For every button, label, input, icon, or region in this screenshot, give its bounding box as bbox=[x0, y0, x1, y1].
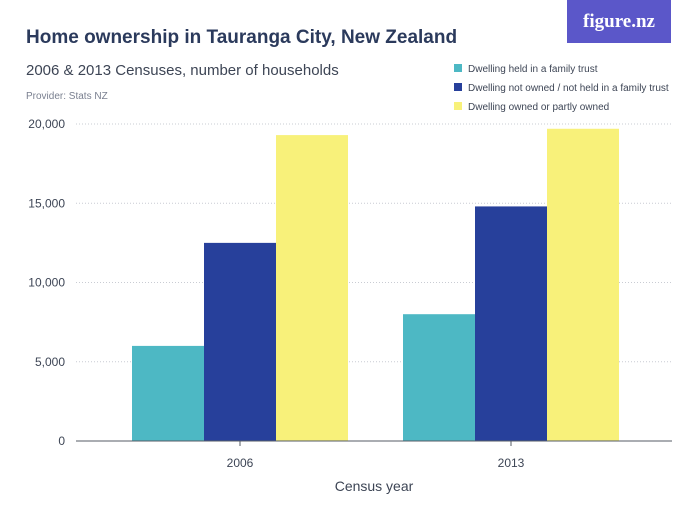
x-tick-label: 2006 bbox=[227, 456, 254, 470]
brand-badge-background bbox=[567, 0, 671, 43]
bar-2006-series-1 bbox=[132, 345, 204, 441]
legend-swatch bbox=[454, 64, 462, 72]
x-axis-title: Census year bbox=[335, 478, 414, 494]
bar-2013-series-2 bbox=[475, 206, 547, 441]
chart-title: Home ownership in Tauranga City, New Zea… bbox=[26, 27, 457, 48]
legend-swatch bbox=[454, 83, 462, 91]
y-tick-label: 5,000 bbox=[35, 355, 65, 369]
legend-entry-label: Dwelling owned or partly owned bbox=[468, 102, 609, 113]
y-tick-label: 15,000 bbox=[28, 196, 65, 210]
brand-badge[interactable]: figure.nz bbox=[567, 0, 671, 43]
x-tick-label: 2013 bbox=[498, 456, 525, 470]
bar-2006-series-3 bbox=[276, 135, 348, 441]
bar-2013-series-1 bbox=[403, 314, 475, 441]
bar-2006-series-2 bbox=[204, 242, 276, 441]
legend-entry-label: Dwelling held in a family trust bbox=[468, 64, 598, 75]
y-tick-label: 20,000 bbox=[28, 117, 65, 131]
data-provider: Provider: Stats NZ bbox=[26, 91, 108, 102]
chart-subtitle: 2006 & 2013 Censuses, number of househol… bbox=[26, 62, 339, 79]
y-tick-label: 10,000 bbox=[28, 276, 65, 290]
bar-2013-series-3 bbox=[547, 128, 619, 441]
y-tick-label: 0 bbox=[58, 434, 65, 448]
brand-logo-text: figure.nz bbox=[583, 11, 656, 32]
bars bbox=[132, 128, 619, 441]
legend: Dwelling held in a family trust Dwelling … bbox=[454, 64, 669, 113]
x-axis-tick-labels: 2006 2013 bbox=[227, 441, 525, 470]
legend-swatch bbox=[454, 102, 462, 110]
legend-entry-label: Dwelling not owned / not held in a famil… bbox=[468, 83, 669, 94]
y-axis-tick-labels: 0 5,000 10,000 15,000 20,000 bbox=[28, 117, 65, 448]
